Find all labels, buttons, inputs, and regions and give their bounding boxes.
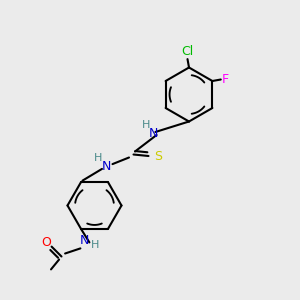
Text: Cl: Cl [182, 45, 194, 58]
Text: N: N [102, 160, 111, 173]
Text: F: F [222, 73, 229, 86]
Text: H: H [94, 153, 103, 163]
Text: H: H [91, 240, 99, 250]
Text: O: O [42, 236, 51, 250]
Text: H: H [142, 120, 150, 130]
Text: N: N [149, 127, 159, 140]
Text: S: S [154, 149, 163, 163]
Text: N: N [79, 234, 89, 248]
